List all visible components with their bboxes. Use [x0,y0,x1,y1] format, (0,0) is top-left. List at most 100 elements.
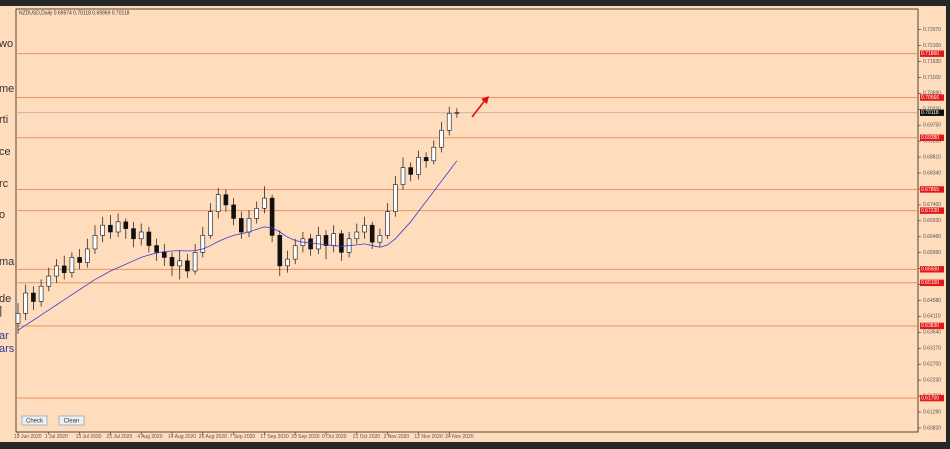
y-tick-label: 0.65990 [923,250,941,256]
y-tick-label: 0.69750 [923,123,941,129]
y-tick-label: 0.71160 [923,75,941,81]
level-tag [920,134,944,141]
candle-body [131,228,136,240]
x-tick-label: 7 Sep 2020 [230,434,256,440]
candle-body [231,204,236,219]
candle-body [400,167,406,185]
candle-body [77,257,82,263]
candle-body [239,218,244,233]
clean-button[interactable]: Clean [58,415,85,426]
level-tag [920,322,944,330]
current-price-label: 0.70118 [921,110,939,116]
y-tick-label: 0.71630 [923,59,941,65]
trend-arrow-head [481,96,489,104]
x-tick-label: 24 Nov 2020 [445,434,474,440]
y-tick-label: 0.66460 [923,234,941,240]
candle-body [323,235,329,246]
candle-body [339,233,344,253]
side-fragment: ars [0,343,15,355]
x-tick-label: 23 Jul 2020 [106,434,132,440]
y-tick-label: 0.61290 [923,409,941,415]
candle-body [254,207,259,219]
button-label[interactable]: Clean [64,419,80,425]
y-tick-label: 0.68810 [923,154,941,160]
level-label: 0.67855 [921,187,939,193]
candle-body [354,231,360,240]
candle-body [92,235,98,250]
candle-body [285,258,290,267]
candle-body [208,211,213,236]
candle-body [408,167,414,175]
side-fragment: rc [0,178,9,190]
x-tick-label: 17 Sep 2020 [260,434,289,440]
candle-body [85,248,90,263]
candle-body [146,231,152,246]
y-tick-label: 0.64110 [923,314,941,320]
level-tag [920,207,944,214]
y-tick-label: 0.63640 [923,330,941,336]
check-button[interactable]: Check [21,415,48,426]
x-tick-label: 19 Jun 2020 [14,434,42,440]
candle-body [454,112,460,114]
candle-body [192,252,198,272]
level-label: 0.65500 [921,267,939,273]
candle-body [416,157,421,175]
symbol-header: NZDUSD,Daily 0.69974 0.70118 0.69969 0.7… [19,10,130,16]
button-label[interactable]: Check [26,419,44,425]
candle-body [138,231,144,240]
candle-body [169,257,175,267]
candle-body [392,184,398,212]
y-tick-label: 0.66930 [923,218,941,224]
side-fragment: ar [0,330,9,342]
side-fragment: o [0,209,5,221]
y-tick-label: 0.69280 [923,138,941,144]
y-tick-label: 0.67400 [923,202,941,208]
candle-body [369,224,375,243]
candle-body [177,260,182,267]
level-label: 0.69380 [921,135,939,141]
candle-body [185,260,190,272]
plot-border [15,8,919,433]
y-tick-label: 0.60820 [923,425,941,431]
candle-body [154,245,159,253]
candle-body [123,221,129,229]
x-tick-label: 14 Aug 2020 [168,434,196,440]
y-tick-label: 0.63170 [923,346,941,352]
x-tick-label: 21 Oct 2020 [353,434,380,440]
y-tick-label: 0.68340 [923,170,941,176]
chart-background [0,6,946,442]
moving-average [17,160,458,331]
y-tick-label: 0.64580 [923,298,941,304]
level-label: 0.65100 [921,280,939,286]
side-fragment: de [0,293,11,305]
candle-body [61,265,67,273]
side-fragment: ] [0,305,2,317]
button-frame[interactable] [21,415,48,426]
level-tag [920,50,944,57]
side-fragment: wo [0,38,13,50]
level-tag [920,186,944,193]
x-tick-label: 12 Nov 2020 [414,434,443,440]
candle-body [100,224,105,236]
candle-body [331,233,337,246]
x-tick-label: 26 Aug 2020 [199,434,227,440]
button-frame[interactable] [58,415,85,426]
level-tag [920,279,944,287]
candle-body [439,130,444,148]
x-tick-label: 29 Sep 2020 [291,434,320,440]
candle-body [362,224,367,233]
level-label: 0.71860 [921,51,939,57]
level-label: 0.63830 [921,323,939,329]
level-tag [920,266,944,273]
y-tick-label: 0.62700 [923,362,941,368]
candle-body [162,252,167,258]
candle-body [315,235,321,250]
x-tick-label: 9 Oct 2020 [322,434,347,440]
x-tick-label: 1 Jul 2020 [45,434,68,440]
y-tick-label: 0.62230 [923,377,941,383]
candle-body [277,235,283,267]
candle-body [292,245,298,260]
candle-body [15,313,21,324]
candle-body [308,238,313,250]
